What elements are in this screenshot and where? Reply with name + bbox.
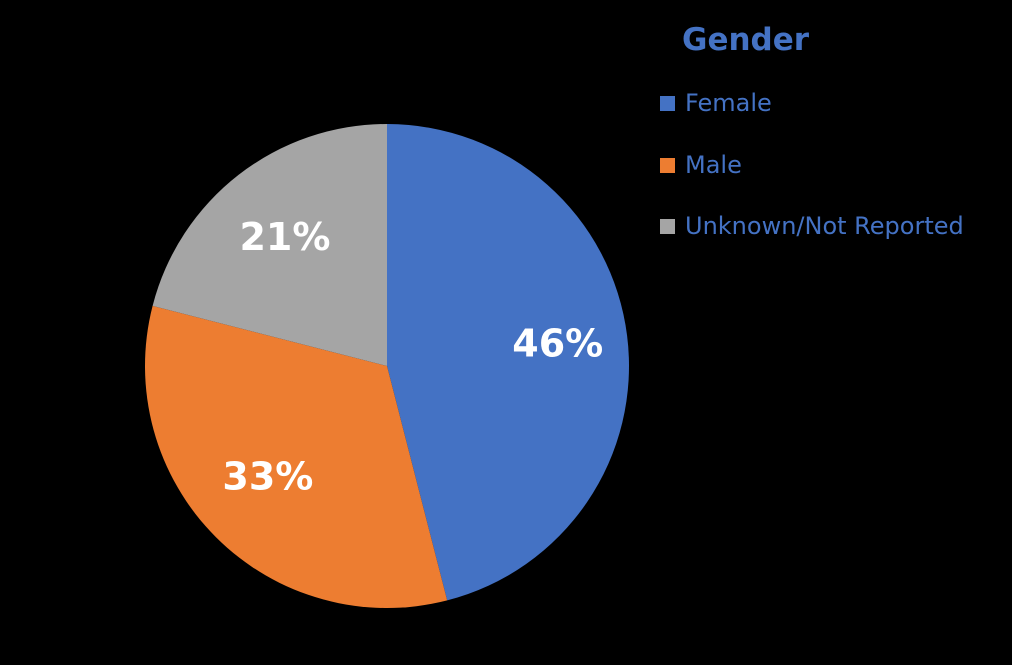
legend-item-unknown: Unknown/Not Reported [660, 211, 964, 241]
legend-item-female: Female [660, 88, 772, 118]
legend-label-unknown: Unknown/Not Reported [685, 212, 964, 240]
pie-slice-female [387, 124, 629, 601]
pie-slice-unknown-not-reported [152, 124, 387, 366]
legend-item-male: Male [660, 150, 742, 180]
slice-labels: 46% 33% 21% [222, 215, 603, 499]
legend-swatch-male [660, 157, 675, 173]
slice-label-male: 33% [222, 455, 313, 499]
slice-label-unknown-not-reported: 21% [239, 215, 330, 259]
pie-slice-male [145, 305, 448, 608]
legend-swatch-unknown [660, 218, 675, 234]
legend-label-female: Female [685, 89, 772, 117]
legend-title: Gender [682, 22, 810, 58]
slice-label-female: 46% [512, 321, 603, 365]
legend-label-male: Male [685, 151, 742, 179]
pie-slices [145, 124, 629, 608]
legend-swatch-female [660, 95, 675, 111]
